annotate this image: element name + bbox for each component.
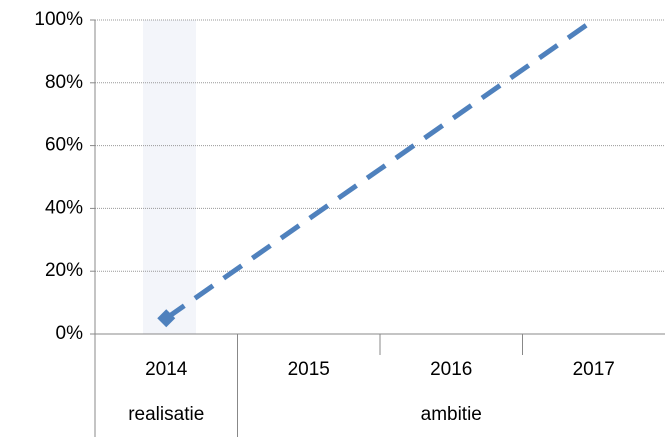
group-label: realisatie bbox=[128, 404, 204, 425]
x-tick-label: 2014 bbox=[145, 359, 188, 380]
point-marker bbox=[157, 309, 176, 328]
y-tick-label: 80% bbox=[45, 72, 83, 93]
y-tick-label: 100% bbox=[34, 9, 83, 30]
x-tick-label: 2015 bbox=[288, 359, 330, 380]
y-tick-label: 20% bbox=[45, 260, 83, 281]
y-tick-label: 40% bbox=[45, 197, 83, 218]
line-series bbox=[164, 17, 596, 321]
x-tick-label: 2017 bbox=[573, 359, 615, 380]
y-tick-label: 0% bbox=[56, 323, 84, 344]
highlight-band bbox=[143, 20, 196, 334]
y-tick-label: 60% bbox=[45, 135, 83, 156]
group-label: ambitie bbox=[421, 404, 482, 425]
x-tick-label: 2016 bbox=[430, 359, 472, 380]
